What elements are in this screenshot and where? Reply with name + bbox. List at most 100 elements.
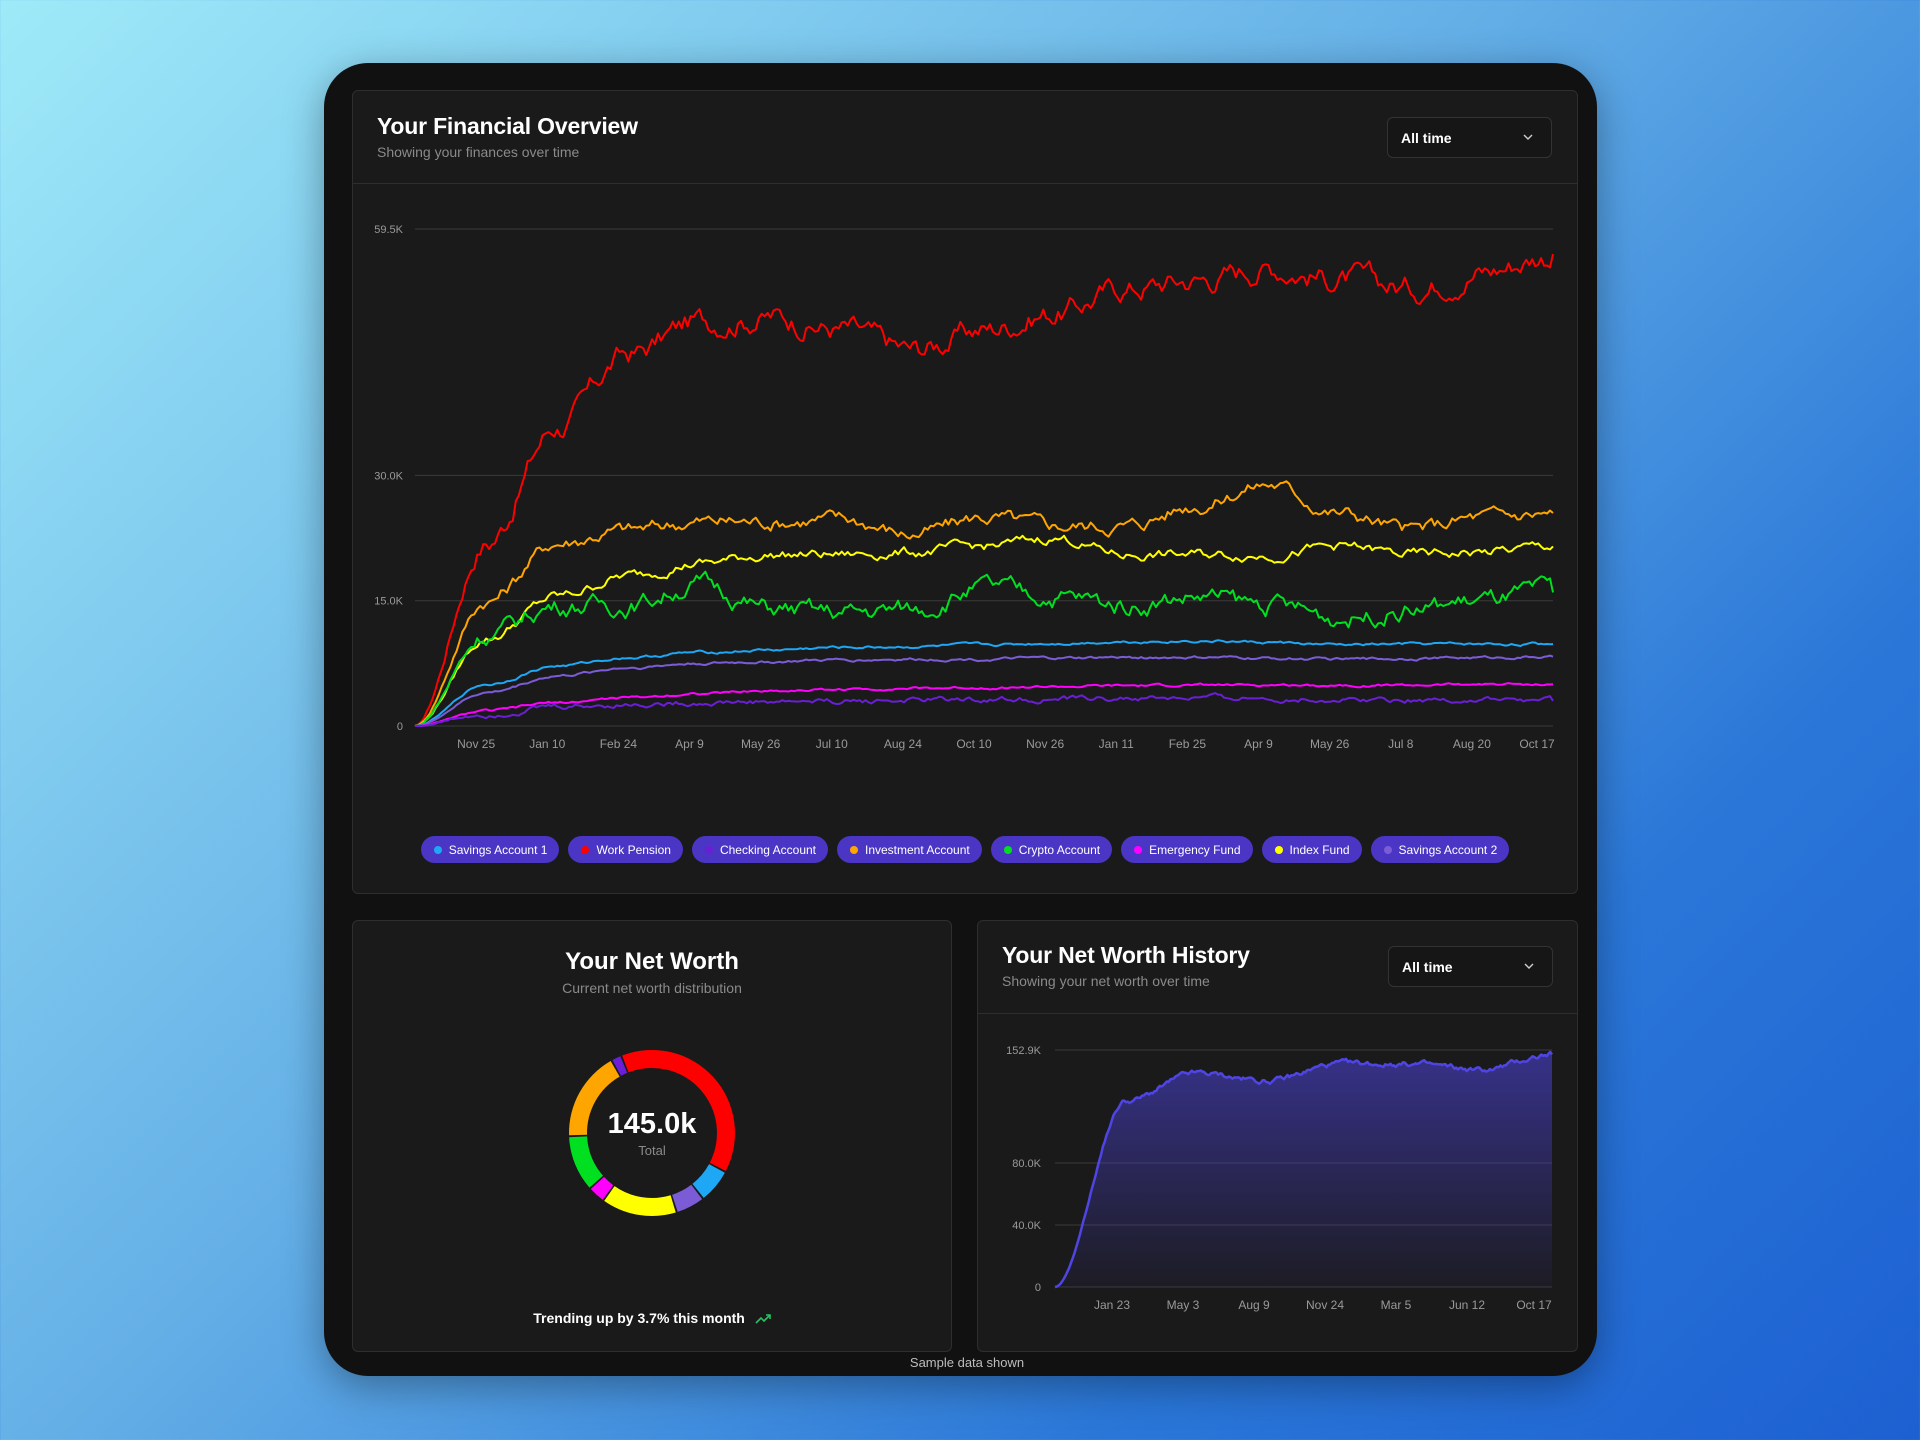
trend-text: Trending up by 3.7% this month bbox=[533, 1310, 745, 1326]
history-x-tick-label: Nov 24 bbox=[1306, 1298, 1344, 1312]
legend-label: Work Pension bbox=[596, 842, 671, 857]
sample-data-note: Sample data shown bbox=[909, 1355, 1025, 1370]
legend-label: Savings Account 2 bbox=[1398, 842, 1498, 857]
net-worth-history-card: Your Net Worth History Showing your net … bbox=[977, 920, 1578, 1352]
history-x-tick-label: Jan 23 bbox=[1094, 1298, 1130, 1312]
overview-title: Your Financial Overview bbox=[377, 113, 638, 139]
chevron-down-icon bbox=[1524, 963, 1534, 969]
history-x-tick-label: May 3 bbox=[1167, 1298, 1200, 1312]
history-x-tick-label: Mar 5 bbox=[1381, 1298, 1412, 1312]
legend-label: Crypto Account bbox=[1018, 842, 1101, 857]
history-x-tick-label: Jun 12 bbox=[1449, 1298, 1485, 1312]
trending-up-icon bbox=[755, 1314, 771, 1324]
overview-x-tick-label: Aug 24 bbox=[884, 737, 922, 751]
history-subtitle: Showing your net worth over time bbox=[1002, 973, 1210, 989]
overview-x-tick-label: Nov 26 bbox=[1026, 737, 1064, 751]
history-range-select[interactable]: All time bbox=[1388, 946, 1553, 987]
history-y-tick-label: 152.9K bbox=[1006, 1045, 1042, 1057]
legend-swatch bbox=[1134, 845, 1143, 854]
legend-item-crypto-account[interactable]: Crypto Account bbox=[990, 836, 1113, 863]
legend-item-index-fund[interactable]: Index Fund bbox=[1261, 836, 1362, 863]
overview-x-tick-label: Oct 10 bbox=[956, 737, 992, 751]
trend-summary: Trending up by 3.7% this month bbox=[353, 1310, 951, 1326]
legend-item-emergency-fund[interactable]: Emergency Fund bbox=[1121, 836, 1253, 863]
overview-x-tick-label: Feb 24 bbox=[600, 737, 638, 751]
series-line-crypto-account bbox=[414, 570, 1554, 727]
overview-x-tick-label: Jul 8 bbox=[1388, 737, 1414, 751]
net-worth-line bbox=[1054, 1050, 1554, 1289]
overview-y-tick-label: 59.5K bbox=[374, 224, 403, 236]
overview-x-tick-label: Feb 25 bbox=[1169, 737, 1207, 751]
net-worth-subtitle: Current net worth distribution bbox=[562, 980, 742, 996]
legend-swatch bbox=[1274, 845, 1283, 854]
legend-label: Index Fund bbox=[1289, 842, 1350, 857]
overview-legend: Savings Account 1 Work Pension Checking Ac… bbox=[353, 836, 1577, 863]
series-line-index-fund bbox=[414, 534, 1554, 727]
chevron-down-icon bbox=[1523, 134, 1533, 140]
legend-swatch bbox=[1383, 845, 1392, 854]
net-worth-total: 145.0k bbox=[607, 1108, 697, 1140]
series-line-savings-account-1 bbox=[414, 639, 1554, 727]
overview-x-tick-label: Apr 9 bbox=[1244, 737, 1273, 751]
net-worth-donut-chart bbox=[569, 1050, 735, 1216]
history-x-tick-label: Aug 9 bbox=[1238, 1298, 1270, 1312]
series-line-investment-account bbox=[414, 480, 1554, 727]
overview-subtitle: Showing your finances over time bbox=[377, 144, 580, 160]
financial-overview-chart: 59.5K 30.0K 15.0K 0 Nov 25 Jan 10 Feb 24 Apr 9 M… bbox=[374, 224, 1555, 751]
financial-overview-card: Your Financial Overview Showing your fin… bbox=[352, 90, 1578, 894]
donut-segment-emergency-fund bbox=[590, 1176, 614, 1200]
legend-item-checking-account[interactable]: Checking Account bbox=[691, 836, 828, 863]
series-line-checking-account bbox=[415, 692, 1554, 727]
overview-x-tick-label: Jan 10 bbox=[529, 737, 565, 751]
legend-swatch bbox=[1003, 845, 1012, 854]
overview-x-tick-label: Nov 25 bbox=[457, 737, 495, 751]
legend-item-savings-account-2[interactable]: Savings Account 2 bbox=[1370, 836, 1510, 863]
legend-item-investment-account[interactable]: Investment Account bbox=[837, 836, 982, 863]
history-y-tick-label: 80.0K bbox=[1012, 1158, 1041, 1170]
legend-item-savings-account-1[interactable]: Savings Account 1 bbox=[420, 836, 560, 863]
overview-x-tick-label: May 26 bbox=[1310, 737, 1350, 751]
donut-segment-work-pension bbox=[622, 1050, 735, 1171]
legend-label: Emergency Fund bbox=[1149, 842, 1241, 857]
legend-item-work-pension[interactable]: Work Pension bbox=[568, 836, 683, 863]
overview-x-tick-label: May 26 bbox=[741, 737, 781, 751]
overview-range-value: All time bbox=[1401, 129, 1452, 146]
series-line-savings-account-2 bbox=[414, 654, 1554, 727]
history-x-tick-label: Oct 17 bbox=[1516, 1298, 1552, 1312]
donut-segment-crypto-account bbox=[569, 1136, 604, 1188]
legend-label: Savings Account 1 bbox=[448, 842, 548, 857]
history-y-tick-label: 0 bbox=[1035, 1282, 1041, 1294]
donut-segment-index-fund bbox=[604, 1186, 676, 1216]
legend-swatch bbox=[433, 845, 442, 854]
overview-x-tick-label: Apr 9 bbox=[675, 737, 704, 751]
legend-label: Checking Account bbox=[719, 842, 816, 857]
history-header: Your Net Worth History Showing your net … bbox=[978, 921, 1577, 1014]
overview-header: Your Financial Overview Showing your fin… bbox=[353, 91, 1577, 184]
overview-x-tick-label: Jul 10 bbox=[816, 737, 848, 751]
net-worth-area bbox=[1055, 1051, 1552, 1287]
history-y-tick-label: 40.0K bbox=[1012, 1220, 1041, 1232]
net-worth-total-label: Total bbox=[638, 1143, 666, 1158]
net-worth-card: Your Net Worth Current net worth distrib… bbox=[352, 920, 952, 1352]
donut-segment-savings-account-2 bbox=[672, 1184, 703, 1212]
overview-range-select[interactable]: All time bbox=[1387, 117, 1552, 158]
series-line-work-pension bbox=[414, 253, 1554, 727]
legend-label: Investment Account bbox=[865, 842, 970, 857]
legend-swatch bbox=[581, 845, 590, 854]
overview-x-tick-label: Oct 17 bbox=[1519, 737, 1555, 751]
history-range-value: All time bbox=[1402, 958, 1453, 975]
net-worth-history-chart: 152.9K 80.0K 40.0K 0 Jan 23 May 3 Aug 9 Nov 24 M… bbox=[1006, 1045, 1554, 1312]
overview-x-tick-label: Jan 11 bbox=[1099, 737, 1134, 751]
overview-y-tick-label: 30.0K bbox=[374, 470, 403, 482]
legend-swatch bbox=[704, 845, 713, 854]
overview-y-tick-label: 0 bbox=[397, 721, 403, 733]
history-title: Your Net Worth History bbox=[1002, 942, 1250, 968]
series-line-emergency-fund bbox=[414, 682, 1554, 727]
donut-segment-checking-account bbox=[612, 1056, 628, 1076]
donut-segment-investment-account bbox=[569, 1061, 620, 1136]
net-worth-title: Your Net Worth bbox=[565, 948, 739, 975]
overview-y-tick-label: 15.0K bbox=[374, 596, 403, 608]
donut-segment-savings-account-1 bbox=[692, 1164, 725, 1198]
overview-x-tick-label: Aug 20 bbox=[1453, 737, 1491, 751]
legend-swatch bbox=[850, 845, 858, 854]
